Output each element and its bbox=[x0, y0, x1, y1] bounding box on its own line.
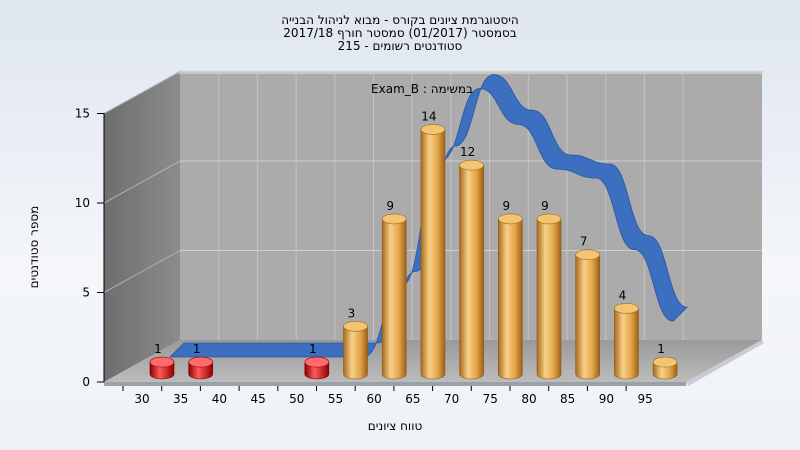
x-tick-label: 85 bbox=[560, 392, 575, 406]
bar bbox=[536, 218, 562, 380]
bar-top bbox=[381, 213, 407, 225]
gridline-side-10 bbox=[103, 160, 181, 204]
bar-value-label: 9 bbox=[541, 199, 549, 213]
bar-value-label: 12 bbox=[460, 145, 475, 159]
x-tick-label: 55 bbox=[328, 392, 343, 406]
floor-front-edge bbox=[104, 382, 686, 386]
bar-value-label: 4 bbox=[619, 288, 627, 302]
bar bbox=[420, 129, 446, 380]
x-tick-label: 50 bbox=[289, 392, 304, 406]
bar-value-label: 14 bbox=[421, 109, 436, 123]
y-tick-label: 5 bbox=[82, 286, 90, 300]
bar-value-label: 9 bbox=[502, 199, 510, 213]
x-tick-label: 75 bbox=[483, 392, 498, 406]
y-axis-label: מספר סטודנטים bbox=[27, 206, 41, 289]
left-wall bbox=[104, 72, 180, 382]
x-tick-label: 65 bbox=[405, 392, 420, 406]
bar-value-label: 1 bbox=[154, 342, 162, 356]
y-tick-label: 0 bbox=[82, 375, 90, 389]
bar-value-label: 1 bbox=[657, 342, 665, 356]
floor-right-edge bbox=[686, 340, 764, 386]
bar bbox=[381, 218, 407, 380]
chart-title-line-2: בסמסטר (01/2017) סמסטר חורף 2017/18 bbox=[283, 26, 517, 40]
bar-top bbox=[575, 249, 601, 260]
bar bbox=[575, 254, 600, 380]
bar-top bbox=[188, 356, 213, 368]
bar-top bbox=[149, 356, 175, 368]
value-labels: 1 1 1 3 9 14 12 9 9 7 4 1 bbox=[154, 109, 665, 356]
x-tick-label: 30 bbox=[134, 392, 149, 406]
bar-top bbox=[420, 124, 446, 135]
x-tick-label: 95 bbox=[637, 392, 652, 406]
chart-title-line-3: 215 - סטודנטים רשומים bbox=[337, 39, 463, 53]
x-tick-label: 80 bbox=[521, 392, 536, 406]
bar-top bbox=[536, 213, 562, 225]
bar-top bbox=[652, 356, 678, 368]
bar-top bbox=[304, 356, 330, 368]
exam-annotation: Exam_B : במשימה bbox=[371, 82, 473, 96]
x-tick-label: 60 bbox=[367, 392, 382, 406]
axes: 0 5 10 15 30 35 40 45 50 55 60 65 70 75 80 85 90 95 bbox=[75, 107, 653, 407]
bar bbox=[498, 218, 523, 380]
gridline-side-15 bbox=[103, 71, 181, 114]
bar-value-label: 7 bbox=[580, 235, 588, 249]
bar bbox=[614, 308, 639, 380]
x-tick-label: 45 bbox=[250, 392, 265, 406]
x-axis-label: טווח ציונים bbox=[368, 419, 423, 433]
gridline-side-5 bbox=[103, 250, 181, 293]
bar bbox=[343, 326, 368, 380]
bar bbox=[459, 164, 484, 380]
bar-value-label: 1 bbox=[309, 342, 317, 356]
bars bbox=[149, 124, 678, 380]
bar-top bbox=[343, 320, 368, 332]
bar-value-label: 9 bbox=[386, 199, 394, 213]
x-tick-label: 90 bbox=[599, 392, 614, 406]
y-tick-label: 10 bbox=[75, 196, 90, 210]
x-tick-label: 70 bbox=[444, 392, 459, 406]
bar-value-label: 1 bbox=[193, 342, 201, 356]
bar-top bbox=[459, 159, 484, 171]
bar-top bbox=[497, 213, 523, 225]
chart-title-line-1: היסטוגרמת ציונים בקורס - מבוא לניהול הבנ… bbox=[281, 13, 519, 27]
x-tick-label: 40 bbox=[212, 392, 227, 406]
x-tick-label: 35 bbox=[173, 392, 188, 406]
y-tick-label: 15 bbox=[75, 107, 90, 121]
bar-value-label: 3 bbox=[348, 306, 356, 320]
bar-top bbox=[614, 303, 639, 314]
